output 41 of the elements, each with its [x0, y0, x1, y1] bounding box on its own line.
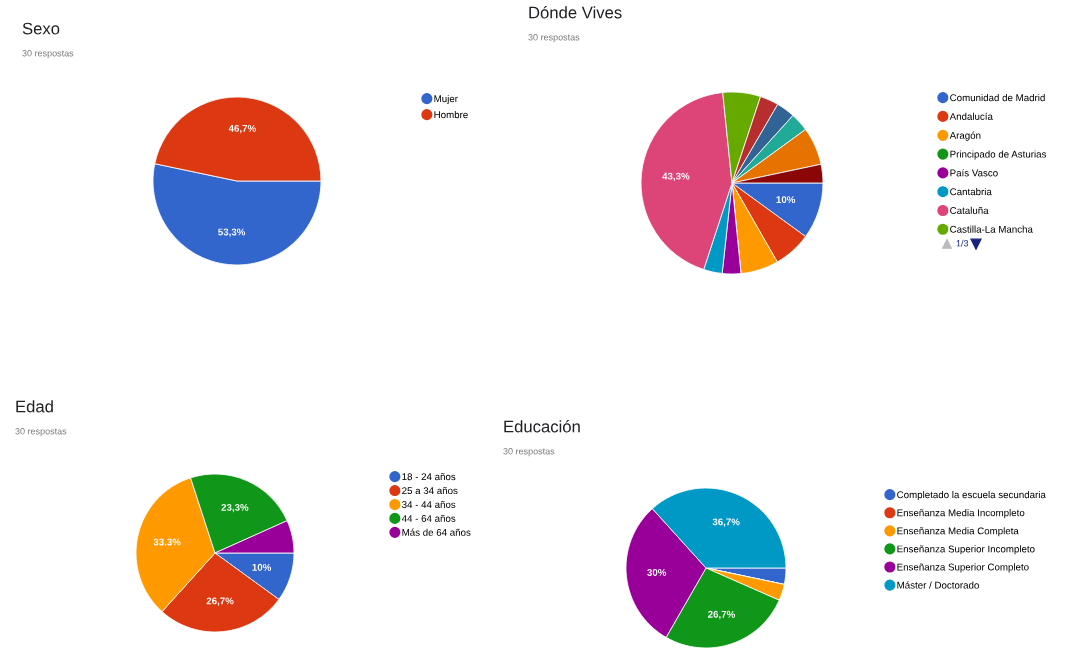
- text: 30 respostas: [15, 428, 67, 437]
- data-label: 43,3%: [662, 172, 690, 181]
- legend-label: Enseñanza Superior Incompleto: [897, 545, 1035, 555]
- legend-label: Cataluña: [950, 206, 989, 214]
- chart-title: Edad: [16, 400, 53, 413]
- data-label: 53,3%: [218, 228, 246, 237]
- data-label: 10%: [776, 196, 796, 204]
- legend-label: Enseñanza Media Completa: [897, 527, 1019, 537]
- legend-label: 44 - 64 años: [401, 514, 456, 522]
- legend-label: Comunidad de Madrid: [950, 94, 1045, 102]
- text: 1/3: [956, 239, 969, 247]
- chart-title: Dónde Vives: [529, 6, 622, 19]
- data-label: 36,7%: [712, 518, 740, 527]
- legend-label: País Vasco: [950, 169, 998, 177]
- chart-title: Sexo: [22, 22, 60, 35]
- data-label: 46,7%: [228, 124, 256, 134]
- legend-label: Enseñanza Superior Completo: [897, 563, 1029, 573]
- text: 30 respostas: [22, 50, 74, 59]
- legend-label: Completado la escuela secundaria: [897, 491, 1046, 501]
- data-label: 26,7%: [708, 610, 735, 620]
- legend-label: 25 a 34 años: [402, 487, 458, 495]
- legend-label: 34 - 44 años: [402, 500, 456, 508]
- data-label: 10%: [252, 563, 272, 571]
- legend-label: Andalucía: [949, 112, 993, 120]
- text: 30 respostas: [528, 34, 580, 43]
- legend-label: Mujer: [434, 95, 458, 105]
- chart-title: Educación: [504, 420, 580, 433]
- data-label: 30%: [647, 569, 667, 576]
- data-label: 26,7%: [206, 597, 234, 606]
- legend-label: Principado de Asturias: [950, 150, 1047, 160]
- legend-label: Hombre: [434, 111, 468, 119]
- legend-label: Cantabria: [950, 188, 992, 196]
- legend-label: Más de 64 años: [402, 528, 471, 536]
- legend-label: Aragón: [949, 131, 981, 141]
- data-label: 23,3%: [221, 503, 249, 513]
- legend-label: Castilla-La Mancha: [950, 225, 1033, 233]
- legend-label: 18 - 24 años: [402, 473, 456, 481]
- text: 30 respostas: [503, 448, 555, 457]
- data-label: 33,3%: [153, 538, 181, 547]
- legend-label: Máster / Doctorado: [897, 581, 979, 589]
- legend-label: Enseñanza Media Incompleto: [897, 509, 1025, 519]
